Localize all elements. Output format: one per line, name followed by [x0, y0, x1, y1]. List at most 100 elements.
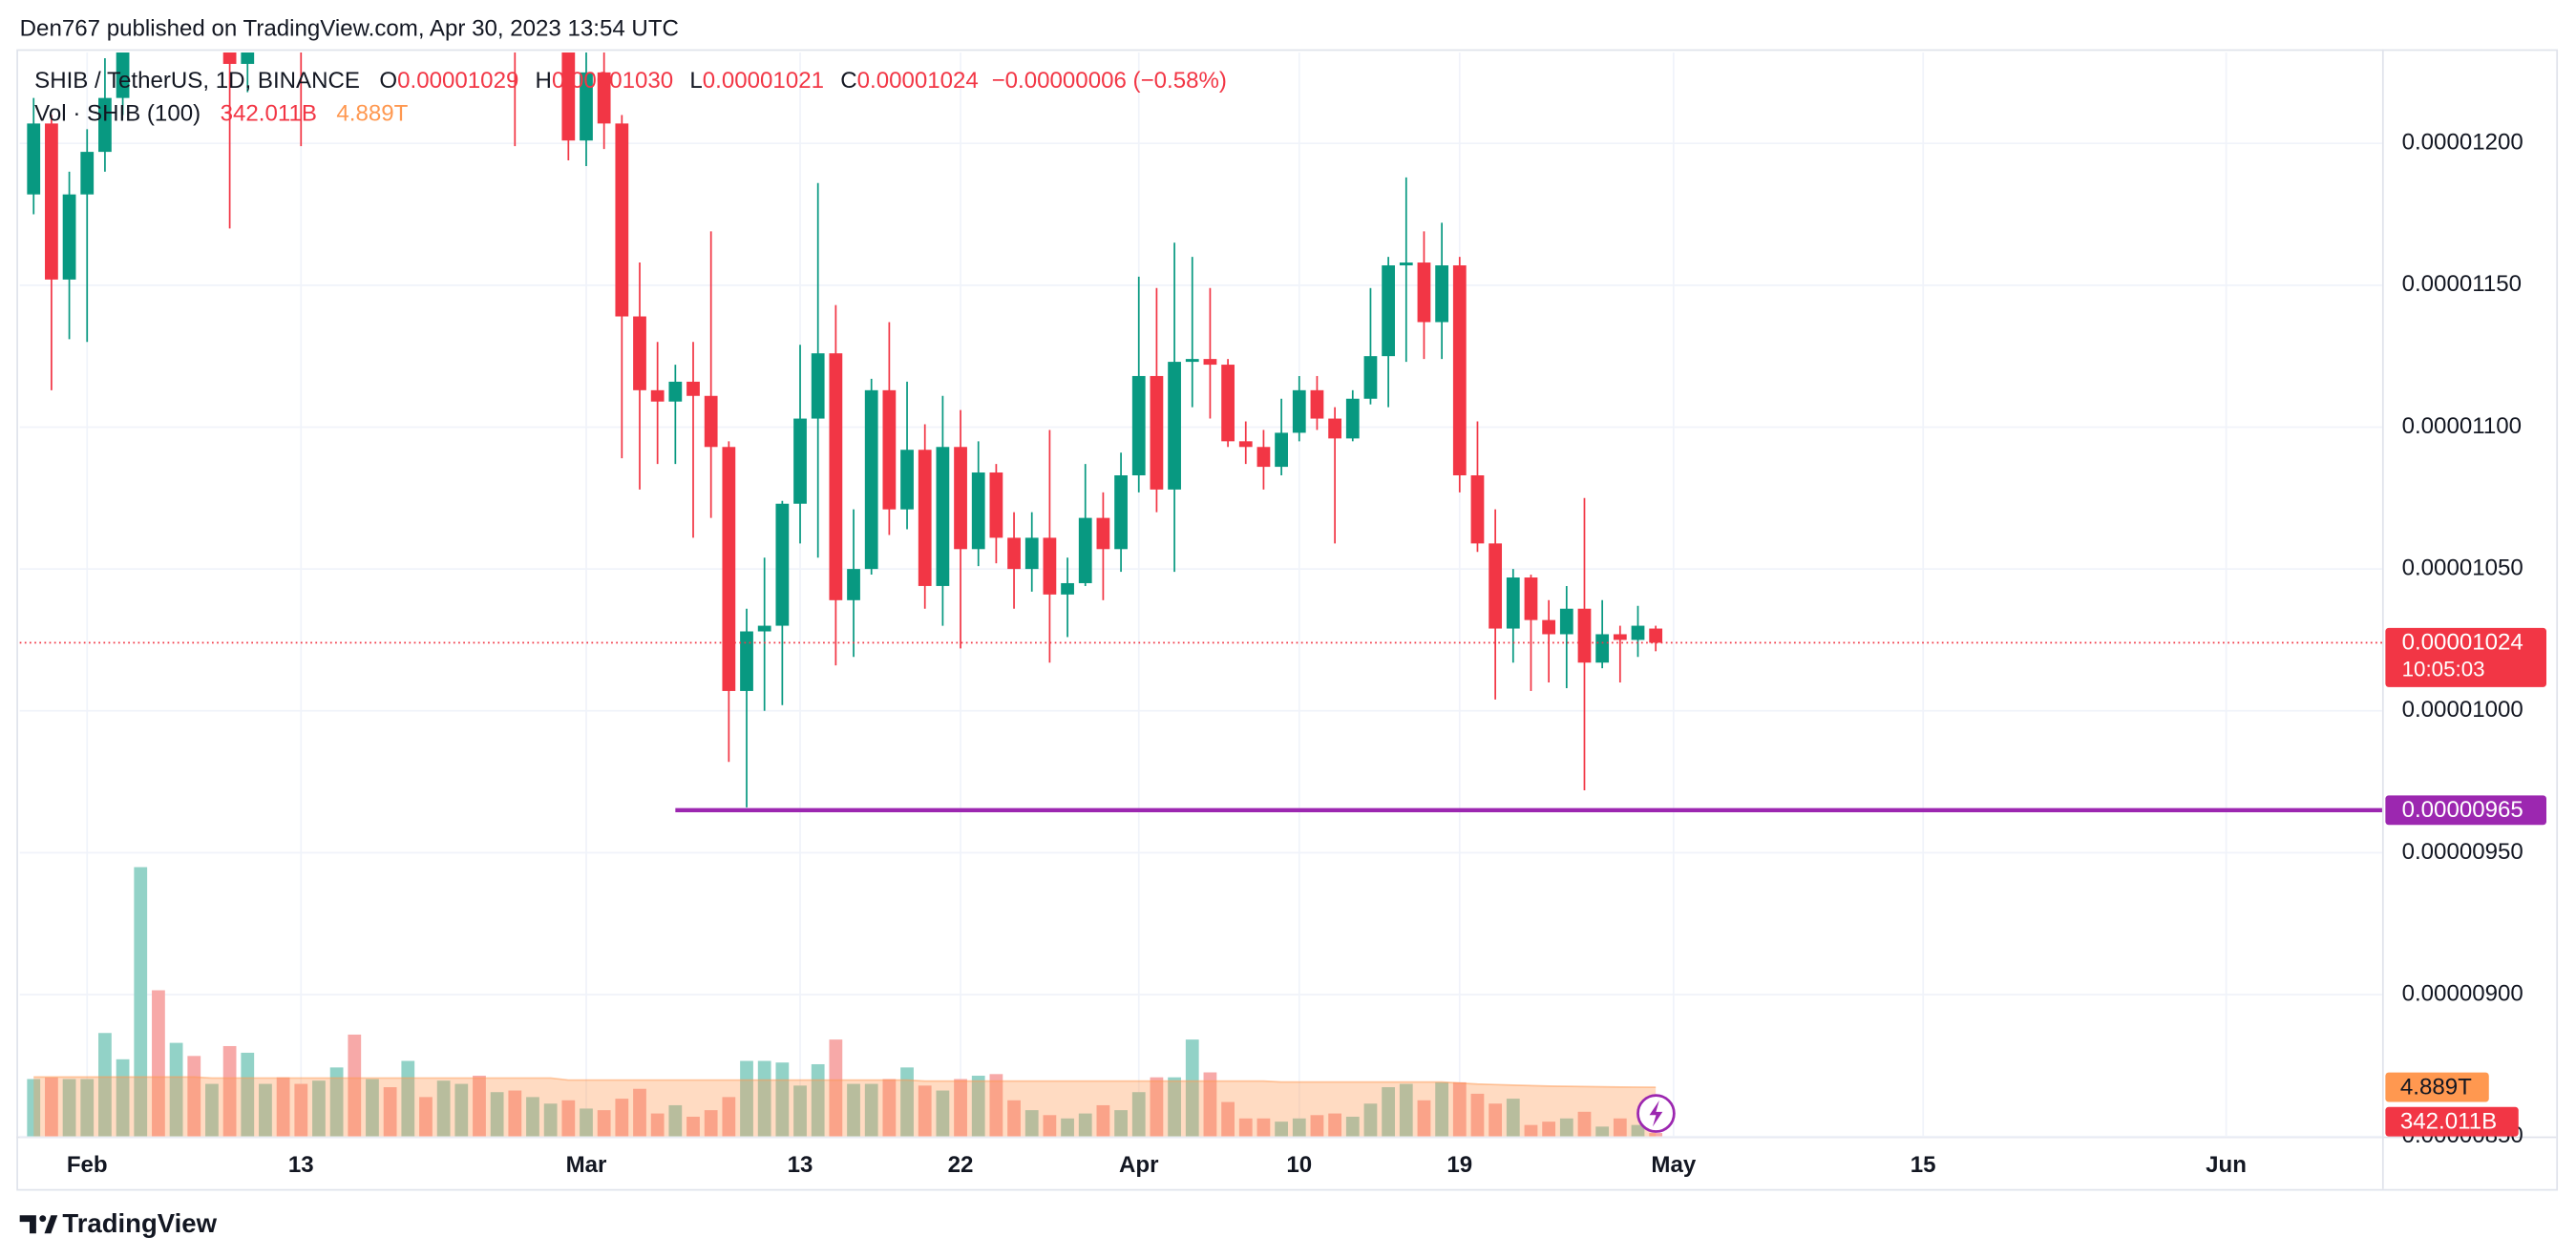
volume-bar [276, 1077, 290, 1137]
candle-body [757, 625, 771, 632]
volume-bar [615, 1099, 629, 1137]
candle-body [1007, 537, 1021, 570]
volume-bar [383, 1087, 397, 1137]
candle-body [847, 569, 860, 600]
candle-body [1631, 625, 1645, 640]
candle-body [954, 447, 967, 550]
volume-bar [918, 1085, 932, 1137]
volume-bar [1024, 1110, 1039, 1137]
x-tick-label: Mar [566, 1152, 607, 1178]
volume-bar [80, 1079, 95, 1137]
x-tick-label: 19 [1446, 1152, 1472, 1178]
legend-key: L [689, 68, 702, 94]
volume-box [2385, 1106, 2519, 1137]
x-tick-label: Feb [67, 1152, 108, 1178]
volume-bar [436, 1080, 451, 1137]
candle-body [1221, 365, 1235, 442]
volume-bar [686, 1116, 700, 1137]
volume-bar [401, 1060, 415, 1137]
candle-body [1399, 262, 1413, 266]
logo-shape [44, 1215, 58, 1234]
volume-bar [1631, 1124, 1645, 1137]
axes: 0.000008500.000009000.000009500.00001000… [67, 130, 2546, 1178]
volume-bar [1238, 1118, 1253, 1137]
volume-bar [116, 1059, 130, 1137]
candle-body [633, 316, 646, 390]
volume-bar [704, 1110, 718, 1137]
y-tick-label: 0.00000950 [2402, 839, 2523, 865]
volume-bar [187, 1056, 201, 1137]
x-tick-label: May [1651, 1152, 1696, 1178]
candle-body [918, 450, 932, 586]
volume-bar [561, 1100, 576, 1137]
volume-bar [668, 1104, 683, 1137]
candle-body [27, 123, 41, 195]
volume-bar [169, 1042, 183, 1137]
volume-bar [1310, 1115, 1324, 1137]
volume-bar [1221, 1101, 1235, 1137]
candle-body [1310, 389, 1324, 419]
candle-body [1114, 475, 1128, 550]
volume-bar [1256, 1118, 1271, 1137]
candle-body [864, 389, 878, 570]
logo-dot [39, 1215, 47, 1223]
volume-bar [205, 1083, 219, 1137]
candle-body [222, 52, 237, 64]
legend-value: 0.00001024 [857, 68, 979, 94]
y-tick-label: 0.00001200 [2402, 130, 2523, 156]
volume-bar [847, 1083, 860, 1137]
candle-body [1024, 537, 1039, 570]
candle-body [1256, 447, 1271, 468]
candle-body [1559, 608, 1573, 635]
grid [19, 52, 2382, 1138]
y-tick-label: 0.00000900 [2402, 980, 2523, 1006]
candle-body [1131, 375, 1146, 476]
volume-bar [1417, 1100, 1431, 1137]
legend-volume-value: 342.011B [221, 101, 317, 127]
volume-bar [45, 1077, 58, 1137]
volume-bar [454, 1083, 469, 1137]
volume-ma-area [33, 1077, 1657, 1137]
level-box [2385, 795, 2546, 826]
candle-body [1185, 359, 1199, 363]
candle-body [882, 389, 897, 510]
volume-bar [1114, 1110, 1128, 1137]
frame [16, 49, 2559, 1191]
x-tick-label: 15 [1911, 1152, 1936, 1178]
lightning-bolt[interactable] [1649, 1100, 1663, 1127]
candle-body [1292, 389, 1306, 433]
volume-bar [1595, 1126, 1610, 1137]
volume-bar [490, 1092, 504, 1137]
volume-bar [971, 1076, 985, 1137]
volume-bar [633, 1088, 646, 1137]
candle-body [62, 194, 76, 280]
candle-body [1452, 265, 1467, 476]
countdown-label: 10:05:03 [2402, 658, 2485, 681]
candle-body [1613, 634, 1627, 640]
volume-bar [1078, 1113, 1092, 1137]
candle-body [704, 395, 718, 448]
candle-body [1417, 262, 1431, 323]
candle-body [1649, 628, 1663, 643]
x-tick-label: 22 [948, 1152, 974, 1178]
x-tick-label: Jun [2206, 1152, 2247, 1178]
candle-body [1524, 577, 1538, 620]
candle-body [686, 381, 700, 396]
x-tick-label: 13 [288, 1152, 314, 1178]
candle-body [1595, 634, 1610, 663]
volume-bar [1542, 1122, 1556, 1137]
candle-body [793, 418, 807, 504]
volume-bar [811, 1063, 825, 1137]
candle-body [1382, 265, 1395, 357]
volume-ma-label: 4.889T [2400, 1074, 2472, 1100]
x-tick-label: 10 [1286, 1152, 1312, 1178]
lightning-icon[interactable] [1636, 1094, 1676, 1133]
candle-body [80, 152, 95, 195]
last-price-label: 0.00001024 [2402, 630, 2523, 656]
volume-bar [1613, 1118, 1627, 1137]
candle-body [1506, 577, 1520, 629]
brand-text: TradingView [62, 1208, 217, 1238]
volume-bar [793, 1085, 807, 1137]
